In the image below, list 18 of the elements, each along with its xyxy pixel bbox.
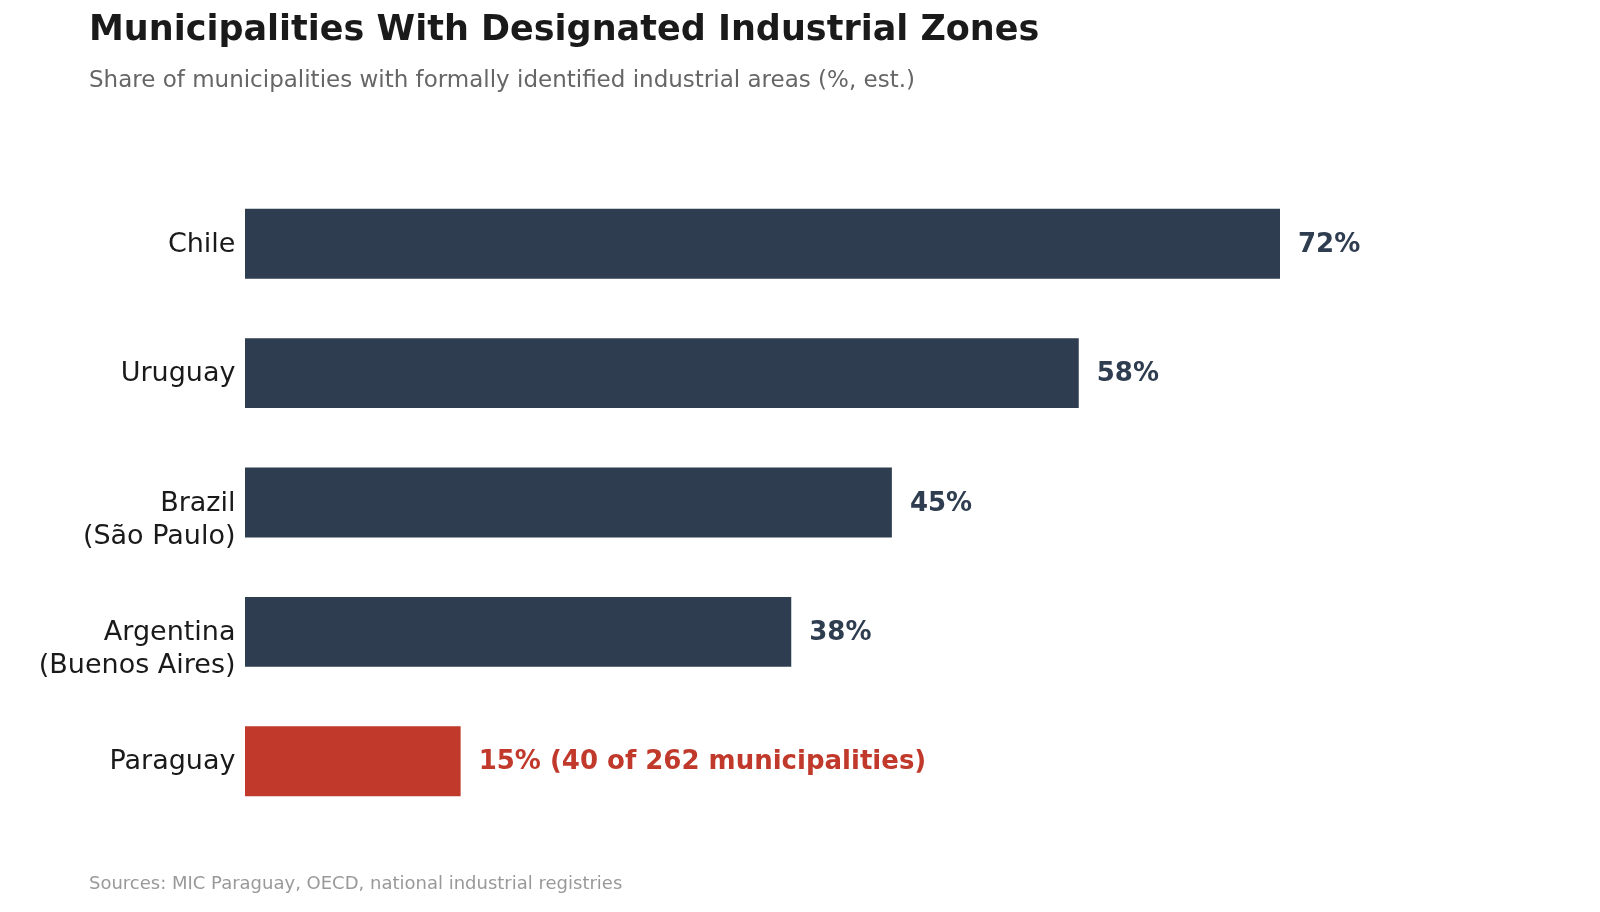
data-label: 58% [1096,357,1159,388]
bar [245,467,892,538]
bar [245,208,1280,279]
y-tick-label: Paraguay [109,744,236,776]
chart-title: Municipalities With Designated Industrial Zones [89,8,1040,48]
data-label: 38% [809,615,872,646]
bar [245,726,461,797]
data-label: 72% [1298,227,1361,258]
y-tick-label: Chile [167,226,236,258]
source-note: Sources: MIC Paraguay, OECD, national industrial registries [89,872,623,893]
y-tick-label: Uruguay [120,356,236,388]
data-label: 45% [909,486,973,517]
bar [245,338,1079,409]
bar [245,596,792,667]
y-tick-label: Argentina (Buenos Aires) [38,614,236,679]
data-label: 15% (40 of 262 municipalities) [478,745,927,776]
y-tick-label: Brazil (São Paulo) [82,485,236,550]
chart-subtitle: Share of municipalities with formally identified industrial areas (%, est.) [89,66,915,92]
